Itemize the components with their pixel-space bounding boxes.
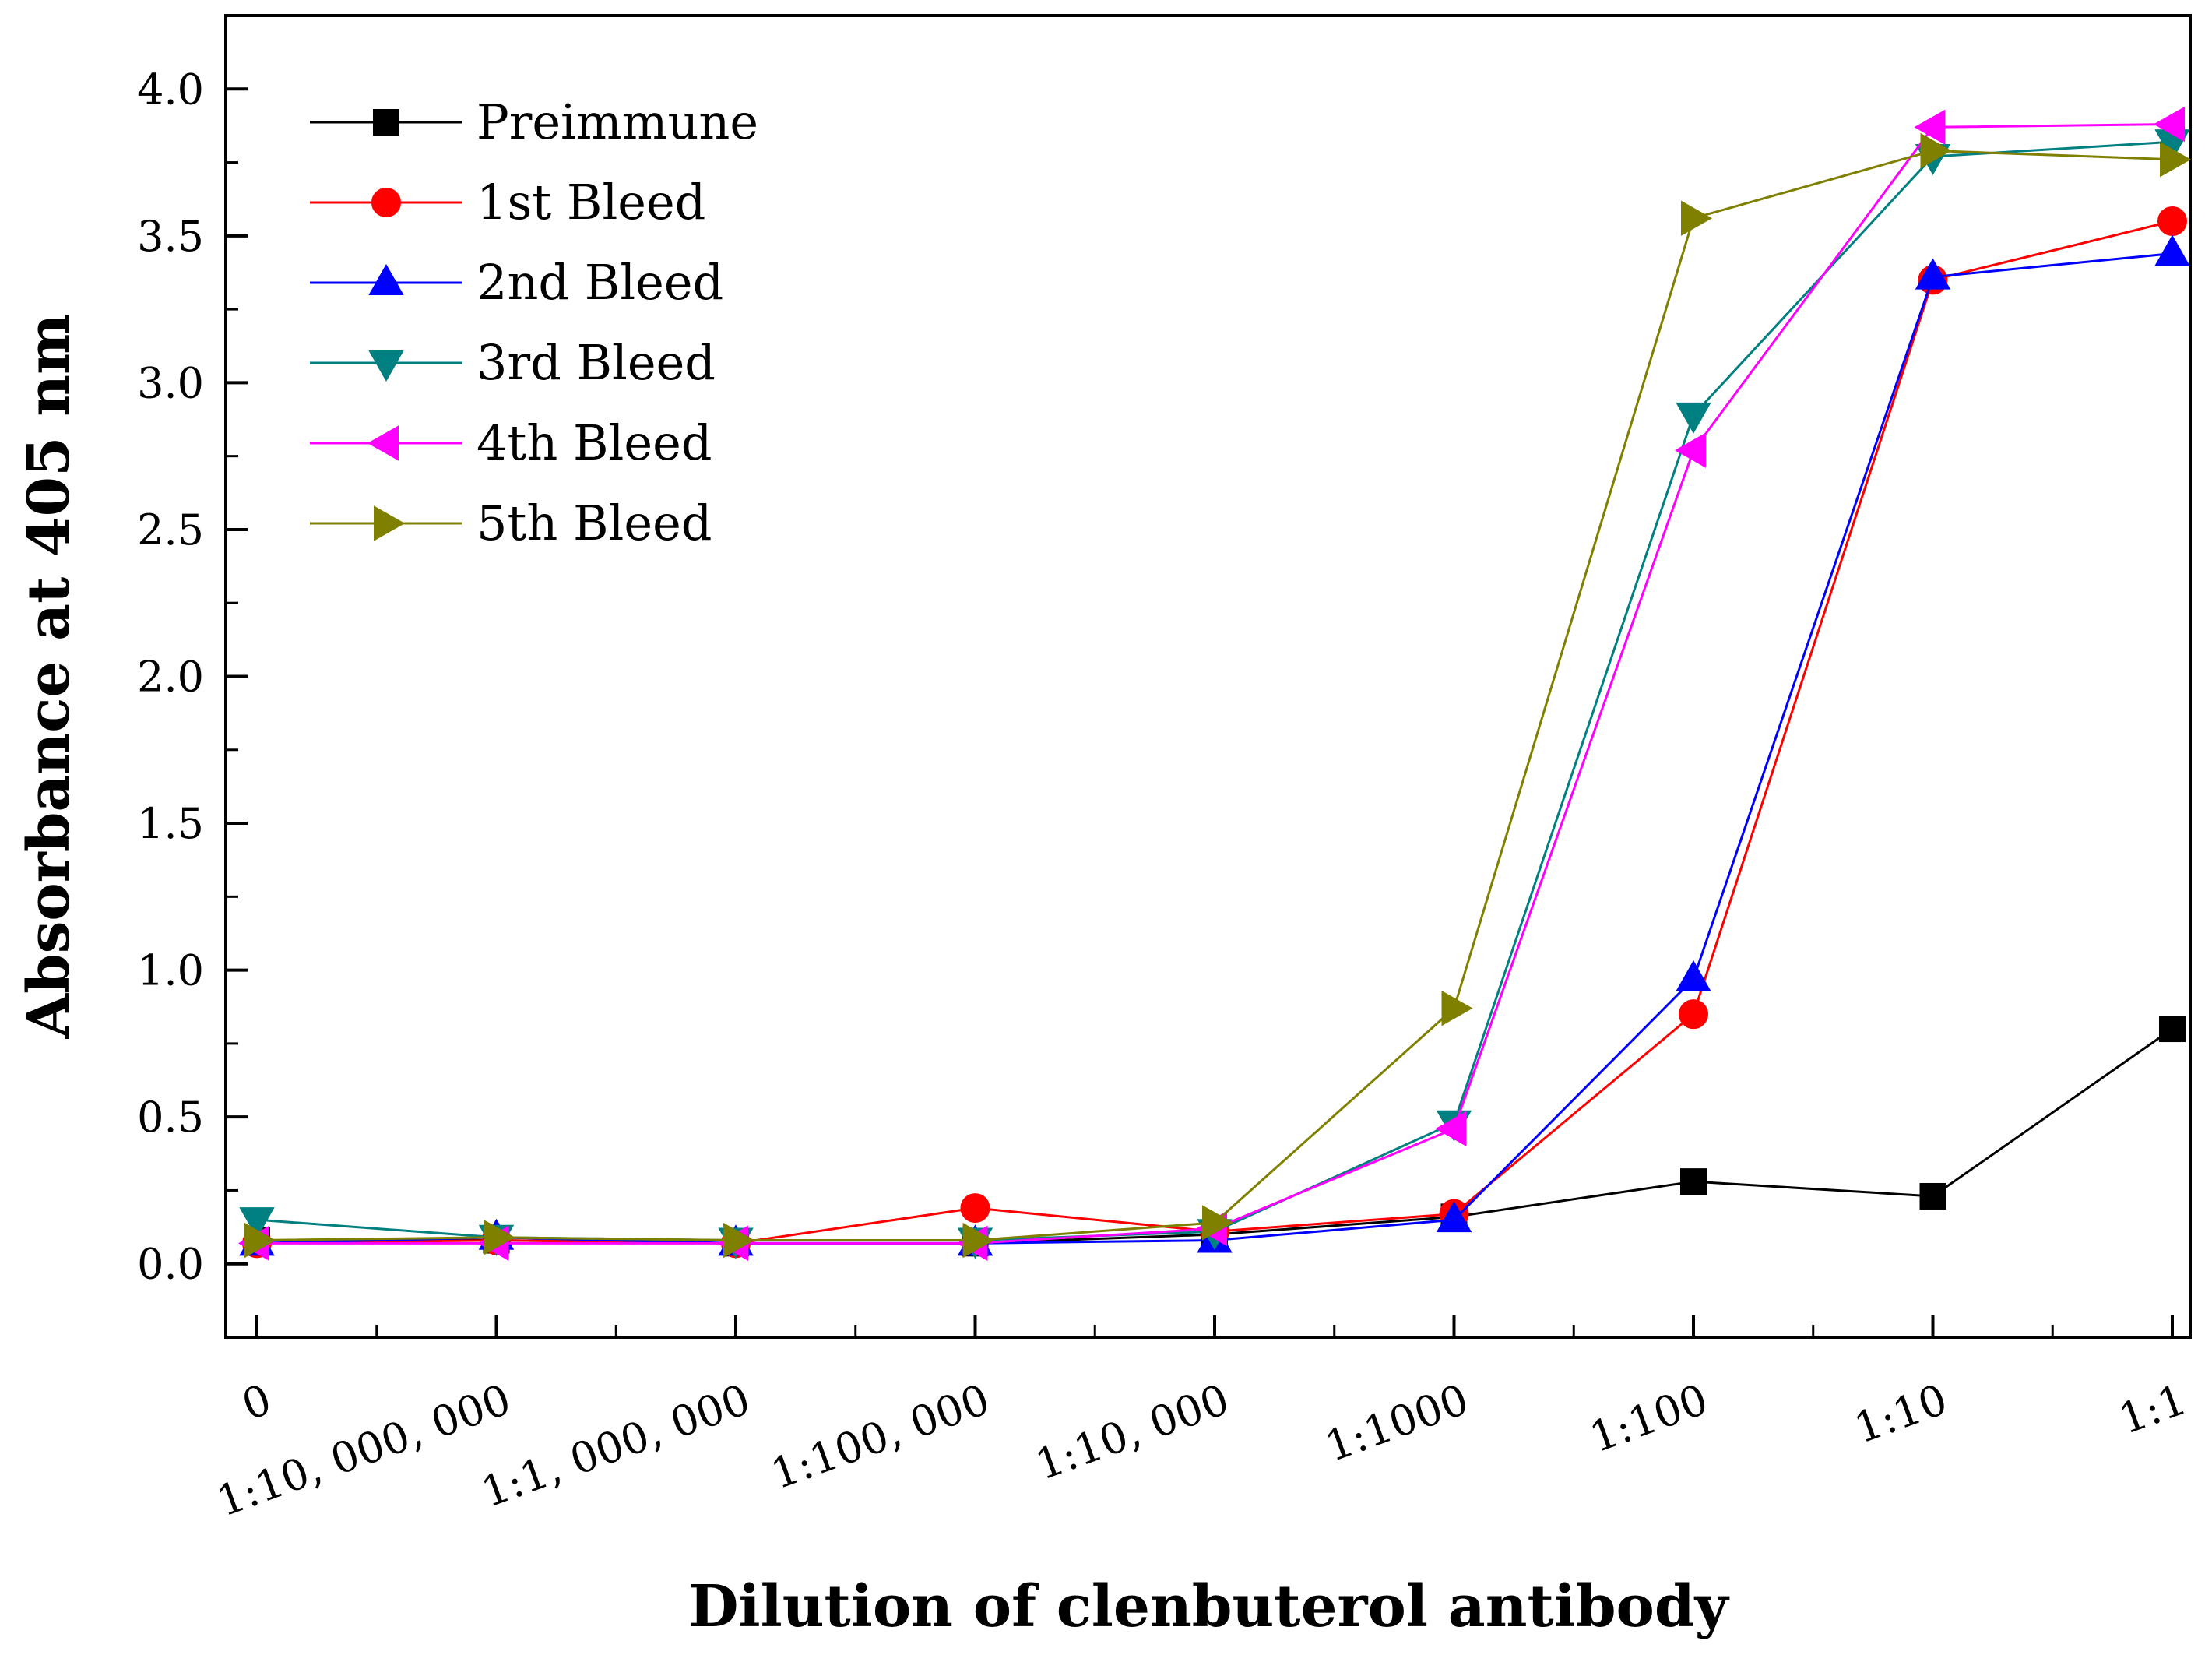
data-point	[1680, 1168, 1707, 1195]
data-point	[1915, 258, 1951, 290]
legend-item: 1st Bleed	[310, 174, 705, 231]
y-tick-label: 0.0	[137, 1240, 204, 1289]
data-point	[1676, 402, 1711, 434]
x-tick-label: 1:100, 000	[765, 1375, 996, 1498]
series-5th-bleed	[244, 132, 2192, 1259]
data-point	[1681, 200, 1713, 236]
y-tick-label: 1.0	[137, 946, 204, 995]
y-tick-label: 1.5	[137, 799, 204, 848]
data-point	[1676, 960, 1711, 991]
data-point	[239, 1207, 275, 1239]
legend-marker	[368, 350, 404, 382]
data-point	[2157, 206, 2187, 236]
y-tick-label: 3.5	[137, 212, 204, 261]
data-point	[2160, 142, 2192, 178]
x-tick-label: 1:10	[1848, 1375, 1953, 1453]
data-point	[1202, 1205, 1234, 1241]
y-tick-label: 2.0	[137, 653, 204, 702]
x-tick-label: 1:1, 000, 000	[475, 1375, 756, 1517]
data-point	[2159, 1016, 2186, 1043]
y-axis-title: Absorbance at 405 nm	[16, 314, 83, 1040]
legend-item: Preimmune	[310, 93, 758, 150]
legend-marker	[373, 109, 399, 136]
series-layer	[237, 106, 2192, 1262]
data-point	[962, 1222, 994, 1259]
legend-label: 4th Bleed	[477, 414, 712, 471]
data-point	[1674, 432, 1706, 468]
data-point	[484, 1220, 515, 1255]
legend-label: 1st Bleed	[477, 174, 705, 231]
legend-item: 5th Bleed	[310, 495, 712, 551]
legend-marker	[371, 188, 401, 217]
data-point	[960, 1193, 990, 1224]
legend-label: 5th Bleed	[477, 495, 712, 551]
data-point	[723, 1222, 755, 1259]
data-point	[2153, 106, 2185, 143]
legend-item: 4th Bleed	[310, 414, 712, 471]
series-line	[257, 1027, 2173, 1245]
legend-marker	[367, 425, 399, 461]
data-point	[1919, 1182, 1946, 1210]
y-tick-label: 3.0	[137, 358, 204, 407]
data-point	[1679, 999, 1708, 1030]
data-point	[1441, 990, 1473, 1026]
legend-marker	[374, 505, 406, 541]
data-point	[2154, 234, 2190, 266]
legend-item: 2nd Bleed	[310, 254, 723, 311]
data-point	[1436, 1201, 1472, 1233]
data-point	[1920, 132, 1952, 169]
y-tick-label: 4.0	[137, 65, 204, 114]
x-tick-label: 1:10, 000	[1029, 1375, 1236, 1490]
data-point	[1914, 109, 1946, 146]
y-tick-label: 0.5	[137, 1093, 204, 1142]
legend-item: 3rd Bleed	[310, 334, 716, 391]
y-tick-label: 2.5	[137, 505, 204, 555]
data-point	[244, 1222, 276, 1259]
legend-label: Preimmune	[477, 93, 758, 150]
x-tick-label: 0	[236, 1375, 278, 1430]
data-point	[1435, 1111, 1467, 1146]
legend-label: 2nd Bleed	[477, 254, 723, 311]
x-tick-label: 1:1	[2112, 1375, 2193, 1444]
x-tick-label: 1:100	[1584, 1375, 1714, 1462]
y-axis: 0.0 0.5 1.0 1.5 2.0 2.5 3.0 3.5 4.0	[137, 65, 248, 1289]
legend: Preimmune 1st Bleed 2nd Bleed 3rd Bleed 4th …	[310, 93, 758, 551]
series-line	[256, 149, 2173, 1242]
x-axis-title: Dilution of clenbuterol antibody	[688, 1573, 1729, 1640]
series-line	[256, 252, 2173, 1245]
legend-marker	[368, 263, 404, 295]
x-tick-label: 1:1000	[1319, 1375, 1475, 1471]
legend-label: 3rd Bleed	[477, 334, 716, 391]
